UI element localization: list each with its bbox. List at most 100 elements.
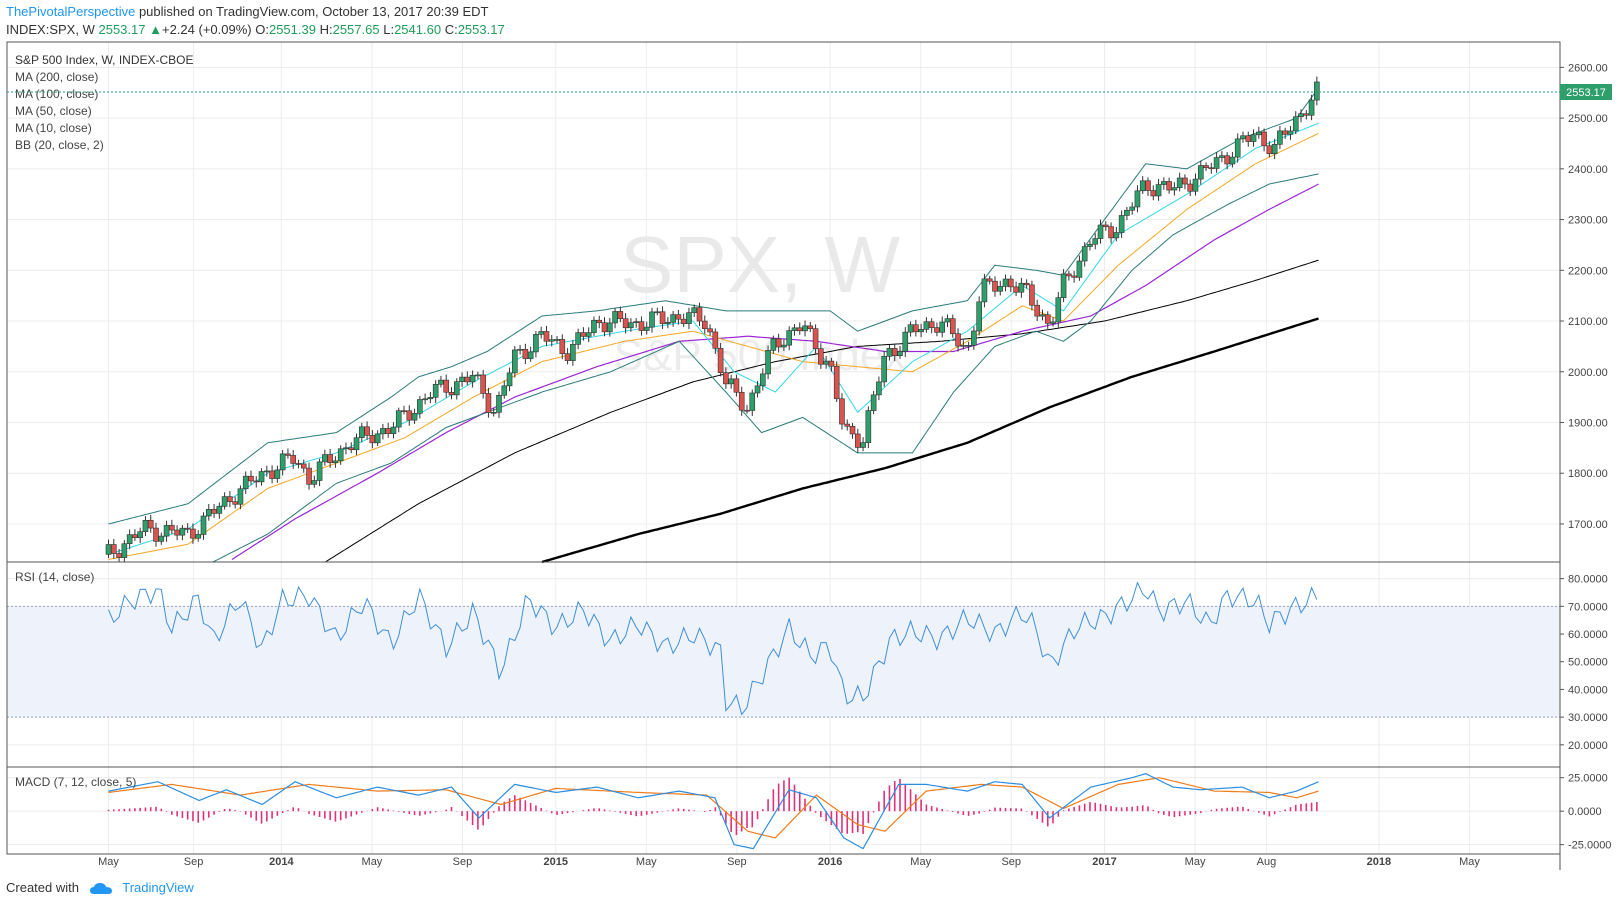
candle-up bbox=[760, 373, 766, 387]
candle-up bbox=[1134, 190, 1141, 208]
close-value: 2553.17 bbox=[457, 22, 505, 37]
candle-down bbox=[295, 463, 302, 465]
candle-up bbox=[791, 327, 798, 331]
x-tick-label: May bbox=[1459, 856, 1480, 868]
x-tick-label: Sep bbox=[1001, 856, 1021, 868]
candle-up bbox=[1002, 278, 1009, 287]
candle-up bbox=[274, 469, 281, 479]
candle-down bbox=[986, 278, 993, 282]
candle-up bbox=[633, 321, 639, 324]
candle-down bbox=[1108, 226, 1114, 239]
candle-up bbox=[179, 527, 186, 536]
candle-up bbox=[965, 344, 972, 347]
candle-up bbox=[1139, 180, 1146, 192]
candle-up bbox=[823, 360, 829, 365]
candle-up bbox=[195, 534, 202, 539]
candle-down bbox=[854, 433, 861, 448]
candle-down bbox=[1066, 273, 1072, 277]
price-y-tick-label: 2100.00 bbox=[1568, 316, 1608, 328]
candle-up bbox=[1129, 206, 1135, 211]
legend-ma200: MA (200, close) bbox=[15, 70, 98, 84]
candle-up bbox=[1314, 81, 1320, 101]
candle-up bbox=[612, 311, 618, 324]
candle-up bbox=[316, 461, 323, 481]
candle-up bbox=[469, 374, 476, 383]
candle-down bbox=[285, 453, 291, 456]
candle-up bbox=[517, 348, 523, 351]
header: ThePivotalPerspective published on Tradi… bbox=[0, 0, 1623, 40]
rsi-y-tick-label: 60.0000 bbox=[1568, 629, 1608, 641]
candle-up bbox=[1229, 156, 1236, 165]
candle-down bbox=[580, 332, 587, 337]
candle-up bbox=[1161, 181, 1167, 185]
candle-down bbox=[406, 410, 413, 421]
tradingview-link[interactable]: TradingView bbox=[122, 880, 194, 895]
price-y-tick-label: 2600.00 bbox=[1568, 62, 1608, 74]
candle-up bbox=[390, 426, 397, 434]
legend-rsi: RSI (14, close) bbox=[15, 570, 94, 584]
candle-up bbox=[939, 321, 946, 333]
candle-up bbox=[533, 334, 539, 353]
candle-up bbox=[1219, 155, 1225, 158]
candle-up bbox=[786, 330, 792, 346]
candle-down bbox=[153, 527, 159, 542]
macd-y-tick-label: 25.0000 bbox=[1568, 773, 1608, 785]
candle-down bbox=[1150, 190, 1157, 197]
candle-up bbox=[1055, 297, 1062, 323]
candle-down bbox=[348, 447, 355, 451]
last-price: 2553.17 bbox=[98, 22, 146, 37]
candle-up bbox=[137, 531, 143, 539]
candle-down bbox=[891, 348, 898, 357]
candle-up bbox=[649, 311, 655, 328]
candle-up bbox=[158, 535, 165, 542]
candle-down bbox=[253, 480, 260, 483]
candle-up bbox=[1287, 130, 1294, 135]
candle-up bbox=[1197, 165, 1204, 180]
candle-up bbox=[976, 301, 982, 332]
candle-down bbox=[369, 435, 376, 444]
candle-down bbox=[464, 376, 471, 383]
candle-up bbox=[944, 318, 951, 323]
rsi-y-tick-label: 30.0000 bbox=[1568, 712, 1608, 724]
candle-down bbox=[227, 496, 233, 502]
candle-down bbox=[1303, 113, 1310, 116]
low-value: 2541.60 bbox=[394, 22, 442, 37]
candle-up bbox=[570, 344, 576, 361]
candle-down bbox=[1145, 180, 1151, 191]
candle-down bbox=[680, 318, 687, 324]
author-link[interactable]: ThePivotalPerspective bbox=[6, 4, 136, 19]
candle-up bbox=[216, 506, 223, 514]
candle-down bbox=[707, 328, 713, 333]
candle-down bbox=[401, 410, 407, 412]
candle-down bbox=[190, 528, 196, 539]
candle-up bbox=[997, 286, 1004, 292]
candle-up bbox=[427, 397, 434, 400]
footer: Created with TradingView bbox=[6, 880, 194, 896]
price-y-tick-label: 1900.00 bbox=[1568, 417, 1608, 429]
price-layer bbox=[105, 76, 1320, 564]
candle-down bbox=[306, 467, 312, 485]
x-tick-label: 2015 bbox=[544, 856, 568, 868]
candle-up bbox=[1256, 131, 1262, 136]
chart-area[interactable]: SPX, W S&P 500 Index S&P 500 Index, W, I… bbox=[0, 0, 1623, 870]
x-tick-label: 2017 bbox=[1092, 856, 1116, 868]
candle-down bbox=[833, 365, 840, 400]
candle-up bbox=[432, 383, 439, 398]
candle-up bbox=[258, 471, 265, 483]
candle-down bbox=[733, 378, 740, 393]
candle-down bbox=[364, 426, 370, 436]
candle-down bbox=[744, 409, 750, 412]
candle-down bbox=[1071, 275, 1077, 278]
x-tick-label: May bbox=[1185, 856, 1206, 868]
candle-down bbox=[955, 333, 961, 347]
candle-up bbox=[221, 496, 228, 507]
candle-up bbox=[781, 344, 787, 348]
rsi-y-tick-label: 20.0000 bbox=[1568, 740, 1608, 752]
candle-up bbox=[1018, 282, 1025, 293]
x-tick-label: Sep bbox=[727, 856, 747, 868]
rsi-y-tick-label: 50.0000 bbox=[1568, 657, 1608, 669]
candle-down bbox=[1187, 183, 1194, 192]
x-tick-label: May bbox=[910, 856, 931, 868]
publication-line: ThePivotalPerspective published on Tradi… bbox=[6, 4, 489, 19]
change: +2.24 (+0.09%) bbox=[161, 22, 252, 37]
